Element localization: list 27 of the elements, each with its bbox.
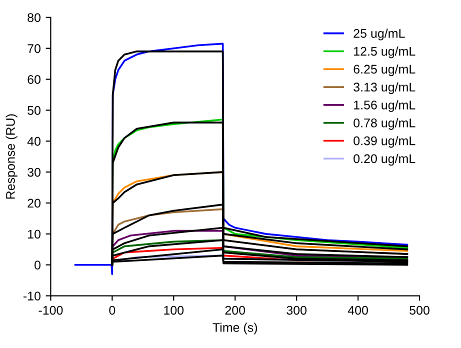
x-axis-title: Time (s) [212,322,258,334]
x-tick-label: 100 [164,306,184,315]
y-tick-label: 30 [28,168,40,177]
x-tick-label: -100 [38,306,63,315]
y-tick-label: 70 [28,44,40,53]
x-tick-label: 0 [109,306,116,315]
x-tick-label: 400 [348,306,368,315]
legend-label: 0.78 ug/mL [354,118,416,130]
legend-label: 12.5 ug/mL [354,46,416,58]
x-tick-label: 500 [410,306,430,315]
y-tick-label: 50 [28,106,40,115]
y-tick-label: 10 [28,230,40,239]
y-tick-label: 40 [27,136,40,146]
y-tick-label: 60 [28,75,40,84]
y-tick-label: 0 [34,260,40,270]
x-tick-label: 200 [225,306,246,315]
legend-label: 6.25 ug/mL [354,64,416,76]
y-axis-title: Response (RU) [6,114,18,199]
y-tick-label: 80 [28,13,40,22]
legend-label: 3.13 ug/mL [354,82,416,94]
y-tick-label: 20 [28,198,40,208]
legend-label: 1.56 ug/mL [354,100,416,112]
legend-label: 0.39 ug/mL [354,136,416,148]
legend-label: 25 ug/mL [354,28,405,40]
y-tick-label: -10 [23,292,40,300]
x-tick-label: 300 [286,306,307,315]
legend-label: 0.20 ug/mL [354,154,416,166]
